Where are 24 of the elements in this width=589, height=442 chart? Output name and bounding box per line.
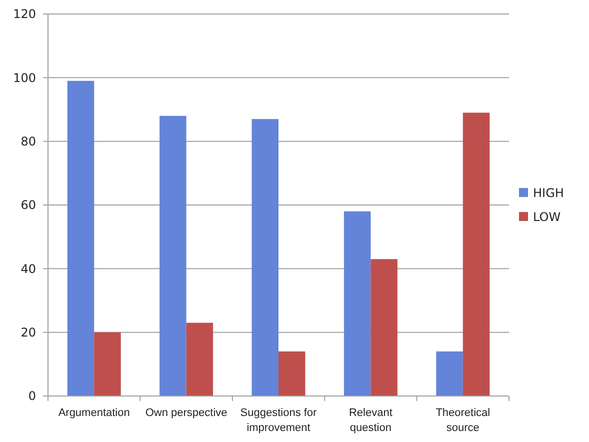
bar (344, 211, 371, 396)
bar (436, 351, 463, 396)
x-tick-label: Theoretical source (436, 407, 490, 434)
y-tick-label: 0 (28, 389, 36, 404)
y-tick-label: 20 (20, 326, 36, 340)
x-tick-label: Own perspective (145, 407, 228, 419)
legend-label: LOW (533, 210, 561, 224)
bar (278, 351, 306, 396)
x-tick-label: Suggestions for improvement (240, 407, 318, 434)
y-tick-label: 40 (20, 262, 36, 276)
bar (67, 80, 94, 396)
x-tick-label: Relevant question (348, 407, 392, 434)
bar (94, 332, 121, 396)
bar (186, 322, 214, 396)
y-tick-label: 100 (13, 70, 36, 85)
bar (252, 119, 278, 396)
y-tick-label: 80 (20, 134, 36, 149)
bar (370, 259, 398, 396)
legend-label: HIGH (533, 186, 564, 200)
y-tick-label: 120 (13, 7, 36, 22)
x-tick-label: Argumentation (58, 407, 130, 419)
bar (462, 112, 490, 396)
y-tick-label: 60 (20, 198, 36, 212)
bar (160, 116, 186, 396)
